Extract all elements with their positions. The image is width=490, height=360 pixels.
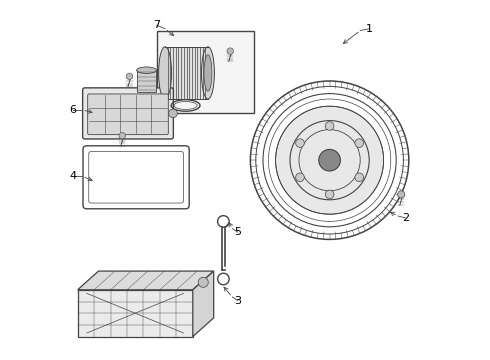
FancyBboxPatch shape [88, 94, 169, 135]
Circle shape [398, 191, 405, 198]
Bar [165, 47, 208, 99]
Circle shape [119, 132, 125, 139]
Circle shape [295, 173, 304, 181]
Circle shape [325, 190, 334, 199]
Text: 7: 7 [153, 20, 160, 30]
Text: 5: 5 [234, 227, 241, 237]
FancyBboxPatch shape [83, 88, 173, 139]
Circle shape [295, 139, 304, 148]
Circle shape [126, 73, 133, 80]
Circle shape [169, 109, 177, 118]
Bar [137, 70, 156, 92]
Circle shape [275, 106, 384, 214]
Circle shape [227, 48, 233, 54]
Ellipse shape [201, 47, 215, 99]
Circle shape [325, 122, 334, 130]
Circle shape [198, 277, 208, 287]
Polygon shape [77, 290, 193, 337]
Text: 1: 1 [366, 24, 373, 34]
Circle shape [319, 149, 341, 171]
Ellipse shape [204, 55, 212, 91]
Polygon shape [77, 271, 214, 290]
Bar [157, 31, 254, 113]
Circle shape [355, 139, 364, 148]
Ellipse shape [137, 67, 156, 73]
Text: 4: 4 [70, 171, 76, 181]
Text: 3: 3 [234, 296, 241, 306]
Text: 6: 6 [70, 105, 76, 115]
Text: 2: 2 [402, 213, 409, 223]
Circle shape [355, 173, 364, 181]
Polygon shape [193, 271, 214, 337]
Ellipse shape [159, 47, 171, 99]
